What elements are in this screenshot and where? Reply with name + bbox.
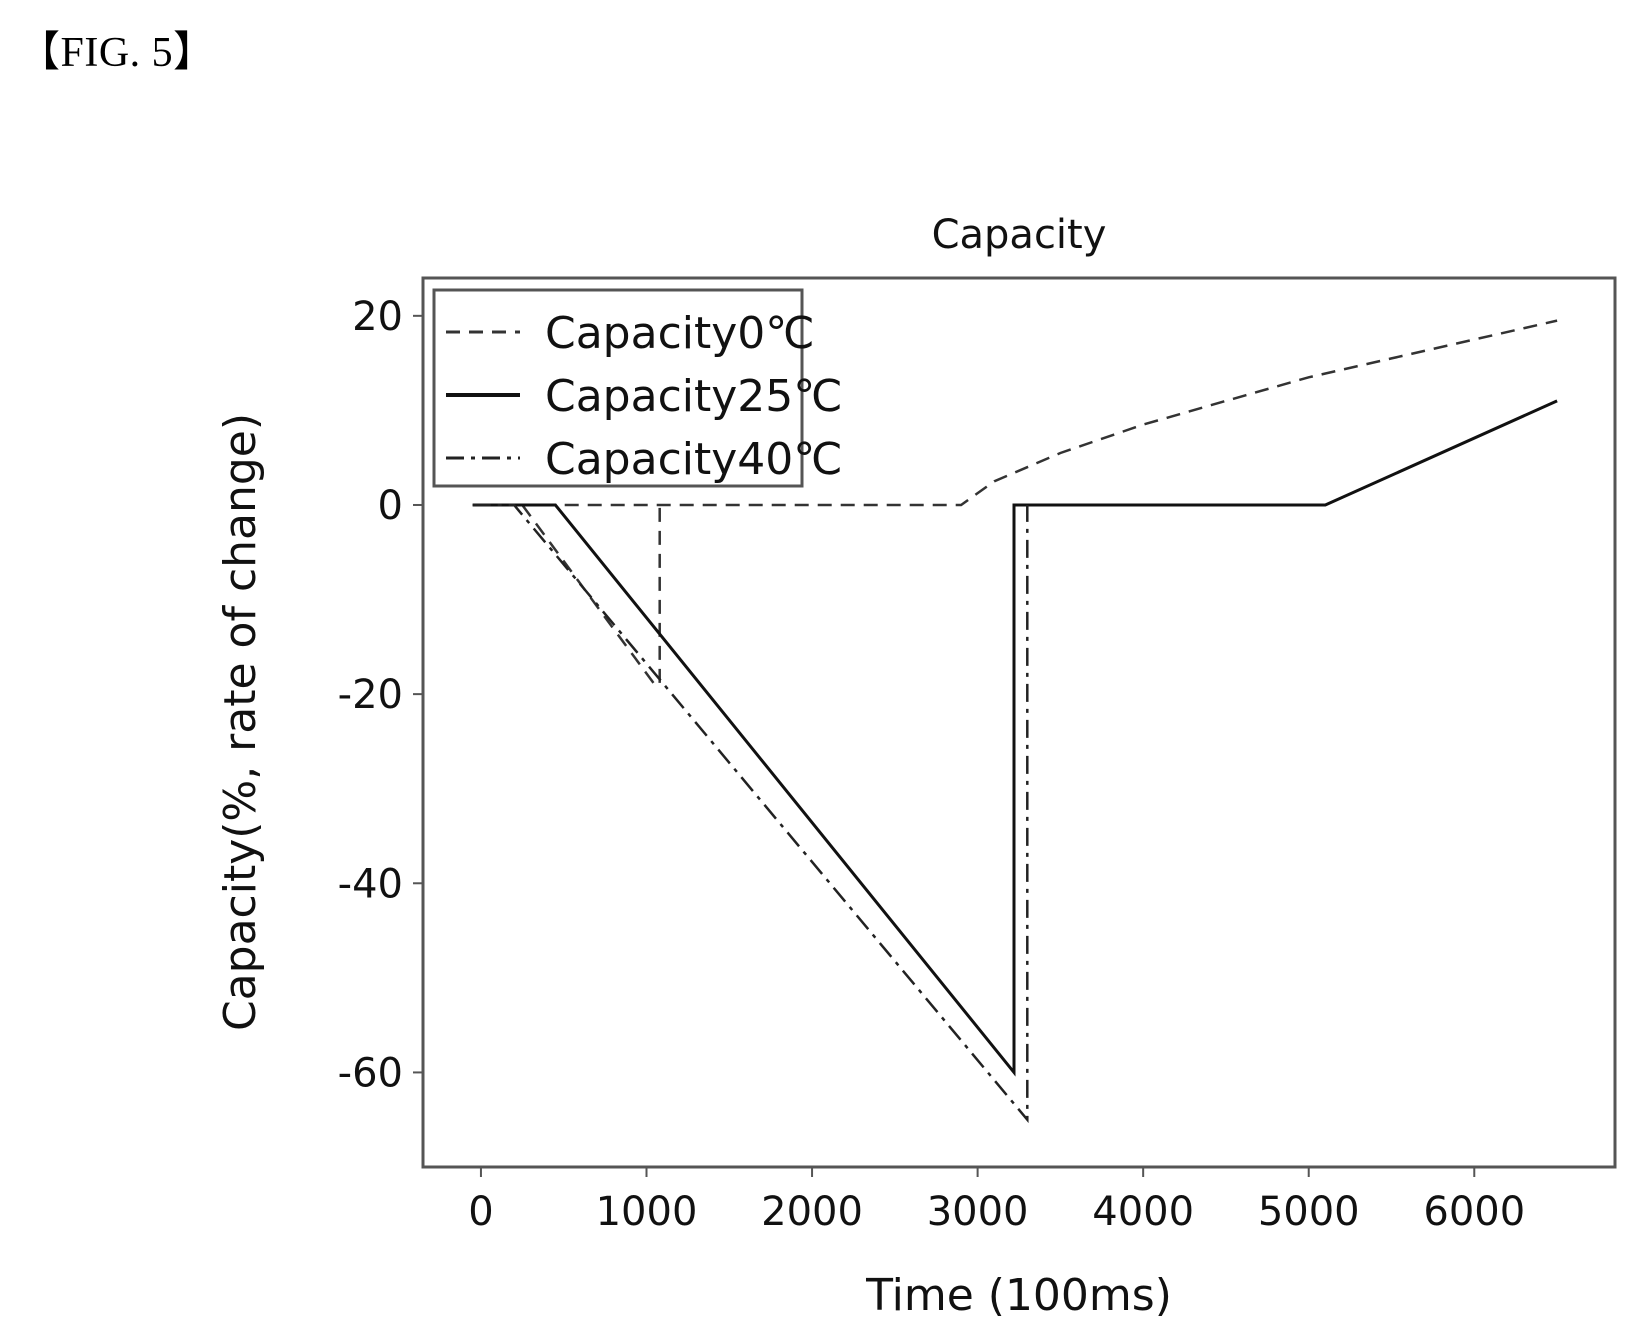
plot-frame <box>421 276 1617 1169</box>
series-line-2 <box>472 399 1558 1077</box>
y-axis-title: Capacity(%, rate of change) <box>215 413 266 1031</box>
legend-box <box>432 288 804 488</box>
x-tick-label: 6000 <box>1423 1189 1525 1235</box>
y-tick-label: 20 <box>352 294 403 340</box>
figure-label: 【FIG. 5】 <box>18 30 216 76</box>
series-line-1 <box>521 504 661 686</box>
y-tick-label: -40 <box>338 861 403 907</box>
x-tick-label: 3000 <box>927 1189 1029 1235</box>
x-tick-label: 5000 <box>1258 1189 1360 1235</box>
series-layer <box>472 319 1558 1124</box>
axis-ticks: 0 1000 2000 3000 4000 5000 6000 -60 -40 -20 0 20 <box>338 294 1526 1235</box>
y-tick-label: -60 <box>338 1050 403 1096</box>
x-tick-label: 4000 <box>1092 1189 1194 1235</box>
y-tick-label: -20 <box>338 672 403 718</box>
x-tick-label: 0 <box>468 1189 493 1235</box>
legend-label: Capacity40℃ <box>545 434 843 485</box>
x-axis-title: Time (100ms) <box>865 1270 1172 1321</box>
x-tick-label: 1000 <box>596 1189 698 1235</box>
legend-label: Capacity25℃ <box>545 371 843 422</box>
legend-label: Capacity0℃ <box>545 308 815 359</box>
chart-title: Capacity <box>932 212 1107 258</box>
series-line-3 <box>472 503 1029 1124</box>
series-line-0 <box>472 319 1558 507</box>
legend: Capacity0℃ Capacity25℃ Capacity40℃ <box>432 288 843 488</box>
x-tick-label: 2000 <box>761 1189 863 1235</box>
y-tick-label: 0 <box>378 483 403 529</box>
